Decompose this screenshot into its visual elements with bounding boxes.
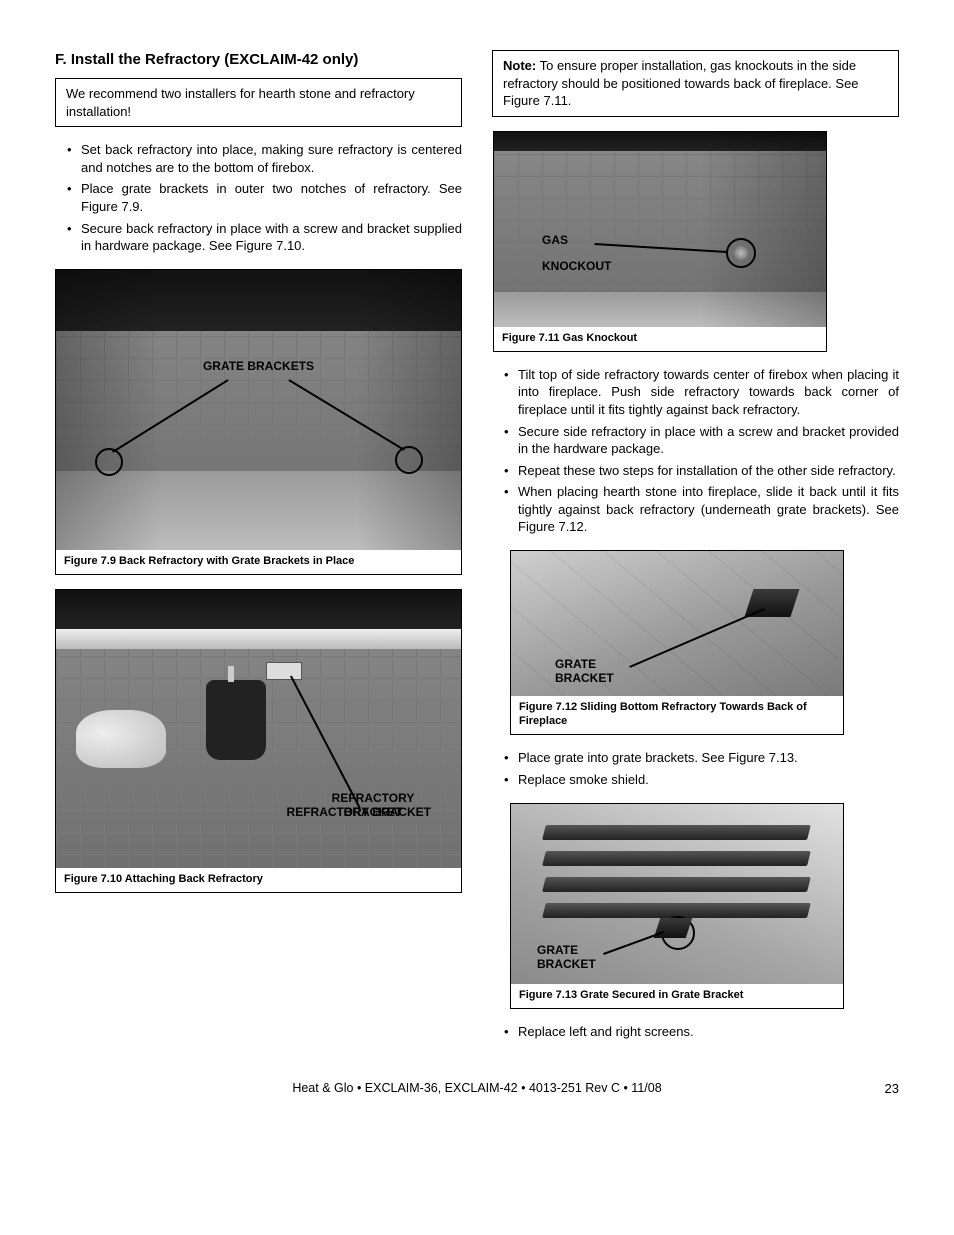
list-item: Place grate brackets in outer two notche… bbox=[55, 180, 462, 215]
page-number: 23 bbox=[885, 1080, 899, 1098]
left-column: F. Install the Refractory (EXCLAIM-42 on… bbox=[55, 50, 462, 1054]
right-bullet-list-3: Replace left and right screens. bbox=[492, 1023, 899, 1041]
list-item: Set back refractory into place, making s… bbox=[55, 141, 462, 176]
right-column: Note: To ensure proper installation, gas… bbox=[492, 50, 899, 1054]
figure-7-12-caption: Figure 7.12 Sliding Bottom Refractory To… bbox=[511, 696, 843, 735]
list-item: Place grate into grate brackets. See Fig… bbox=[492, 749, 899, 767]
figure-7-10-caption: Figure 7.10 Attaching Back Refractory bbox=[56, 868, 461, 892]
figure-7-11: GAS KNOCKOUT Figure 7.11 Gas Knockout bbox=[493, 131, 827, 352]
two-column-layout: F. Install the Refractory (EXCLAIM-42 on… bbox=[55, 50, 899, 1054]
left-bullet-list: Set back refractory into place, making s… bbox=[55, 141, 462, 254]
figure-7-13-image: GRATE BRACKET bbox=[511, 804, 843, 984]
note-text: To ensure proper installation, gas knock… bbox=[503, 58, 859, 108]
right-bullet-list-1: Tilt top of side refractory towards cent… bbox=[492, 366, 899, 536]
right-bullet-list-2: Place grate into grate brackets. See Fig… bbox=[492, 749, 899, 788]
list-item: Replace smoke shield. bbox=[492, 771, 899, 789]
recommend-note-box: We recommend two installers for hearth s… bbox=[55, 78, 462, 127]
figure-7-10: REFRACTORY BRACKET REFRACTORYBRACKET Fig… bbox=[55, 589, 462, 893]
figure-7-13: GRATE BRACKET Figure 7.13 Grate Secured … bbox=[510, 803, 844, 1009]
figure-7-10-image: REFRACTORY BRACKET REFRACTORYBRACKET bbox=[56, 590, 461, 868]
footer-text: Heat & Glo • EXCLAIM-36, EXCLAIM-42 • 40… bbox=[292, 1081, 661, 1095]
list-item: Secure side refractory in place with a s… bbox=[492, 423, 899, 458]
section-heading: F. Install the Refractory (EXCLAIM-42 on… bbox=[55, 50, 462, 70]
list-item: Repeat these two steps for installation … bbox=[492, 462, 899, 480]
figure-7-9-caption: Figure 7.9 Back Refractory with Grate Br… bbox=[56, 550, 461, 574]
list-item: When placing hearth stone into fireplace… bbox=[492, 483, 899, 536]
list-item: Replace left and right screens. bbox=[492, 1023, 899, 1041]
figure-7-13-caption: Figure 7.13 Grate Secured in Grate Brack… bbox=[511, 984, 843, 1008]
figure-7-11-caption: Figure 7.11 Gas Knockout bbox=[494, 327, 826, 351]
figure-7-9-image: GRATE BRACKETS bbox=[56, 270, 461, 550]
figure-7-12: GRATE BRACKET Figure 7.12 Sliding Bottom… bbox=[510, 550, 844, 736]
list-item: Secure back refractory in place with a s… bbox=[55, 220, 462, 255]
list-item: Tilt top of side refractory towards cent… bbox=[492, 366, 899, 419]
page-footer: Heat & Glo • EXCLAIM-36, EXCLAIM-42 • 40… bbox=[55, 1080, 899, 1097]
figure-7-12-image: GRATE BRACKET bbox=[511, 551, 843, 696]
figure-7-9: GRATE BRACKETS Figure 7.9 Back Refractor… bbox=[55, 269, 462, 575]
note-label: Note: bbox=[503, 58, 536, 73]
note-box: Note: To ensure proper installation, gas… bbox=[492, 50, 899, 117]
figure-7-11-image: GAS KNOCKOUT bbox=[494, 132, 826, 327]
